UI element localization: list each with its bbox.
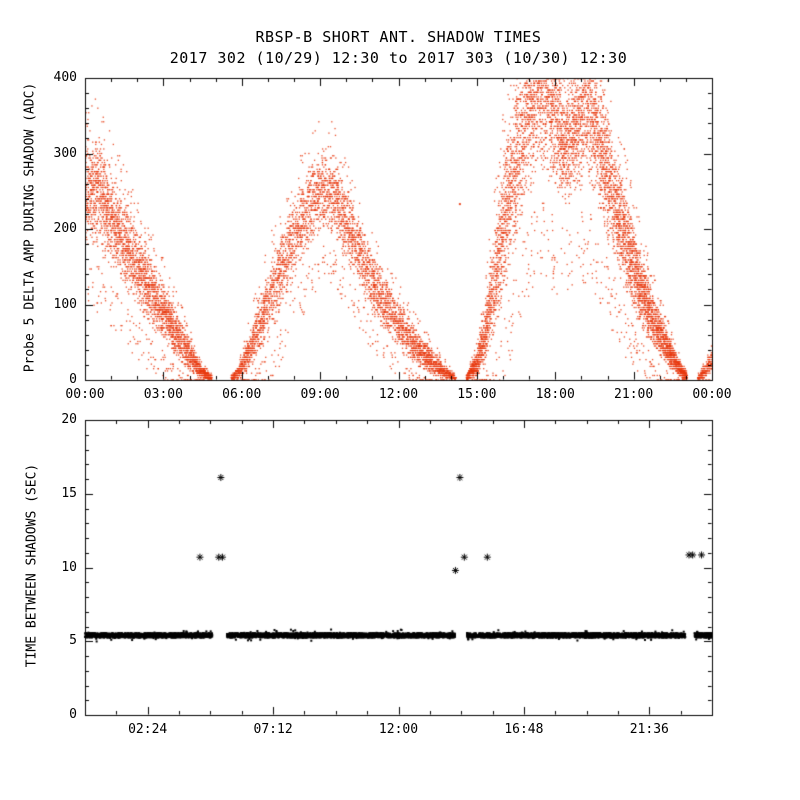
bottom-ytick-label: 5 [69, 633, 77, 649]
top-xtick-label: 21:00 [614, 387, 654, 402]
top-xtick-label: 00:00 [692, 387, 732, 402]
chart-subtitle: 2017 302 (10/29) 12:30 to 2017 303 (10/3… [169, 49, 628, 67]
top-xtick-label: 15:00 [457, 387, 497, 402]
top-ytick-label: 300 [53, 145, 77, 161]
bottom-xtick-label: 02:24 [128, 722, 168, 737]
bottom-xtick-label: 16:48 [504, 722, 544, 737]
bottom-ytick-label: 0 [69, 707, 77, 722]
top-xtick-label: 12:00 [378, 387, 419, 402]
top-ytick-label: 200 [53, 221, 77, 236]
bottom-xtick-label: 07:12 [253, 722, 293, 737]
top-ytick-label: 0 [69, 372, 77, 387]
top-xtick-label: 00:00 [65, 387, 105, 402]
top-ytick-label: 100 [53, 296, 77, 312]
top-xtick-label: 18:00 [535, 387, 575, 402]
bottom-ytick-label: 20 [61, 412, 77, 427]
top-xtick-label: 03:00 [143, 387, 183, 402]
top-xtick-label: 09:00 [300, 387, 340, 402]
bottom-xtick-label: 12:00 [378, 722, 419, 737]
top-ytick-label: 400 [53, 70, 77, 85]
top-xtick-label: 06:00 [222, 387, 262, 402]
chart-title: RBSP-B SHORT ANT. SHADOW TIMES [255, 28, 542, 46]
bottom-ytick-label: 10 [61, 559, 77, 575]
bottom-xtick-label: 21:36 [629, 722, 669, 737]
bottom-ytick-label: 15 [61, 485, 77, 501]
